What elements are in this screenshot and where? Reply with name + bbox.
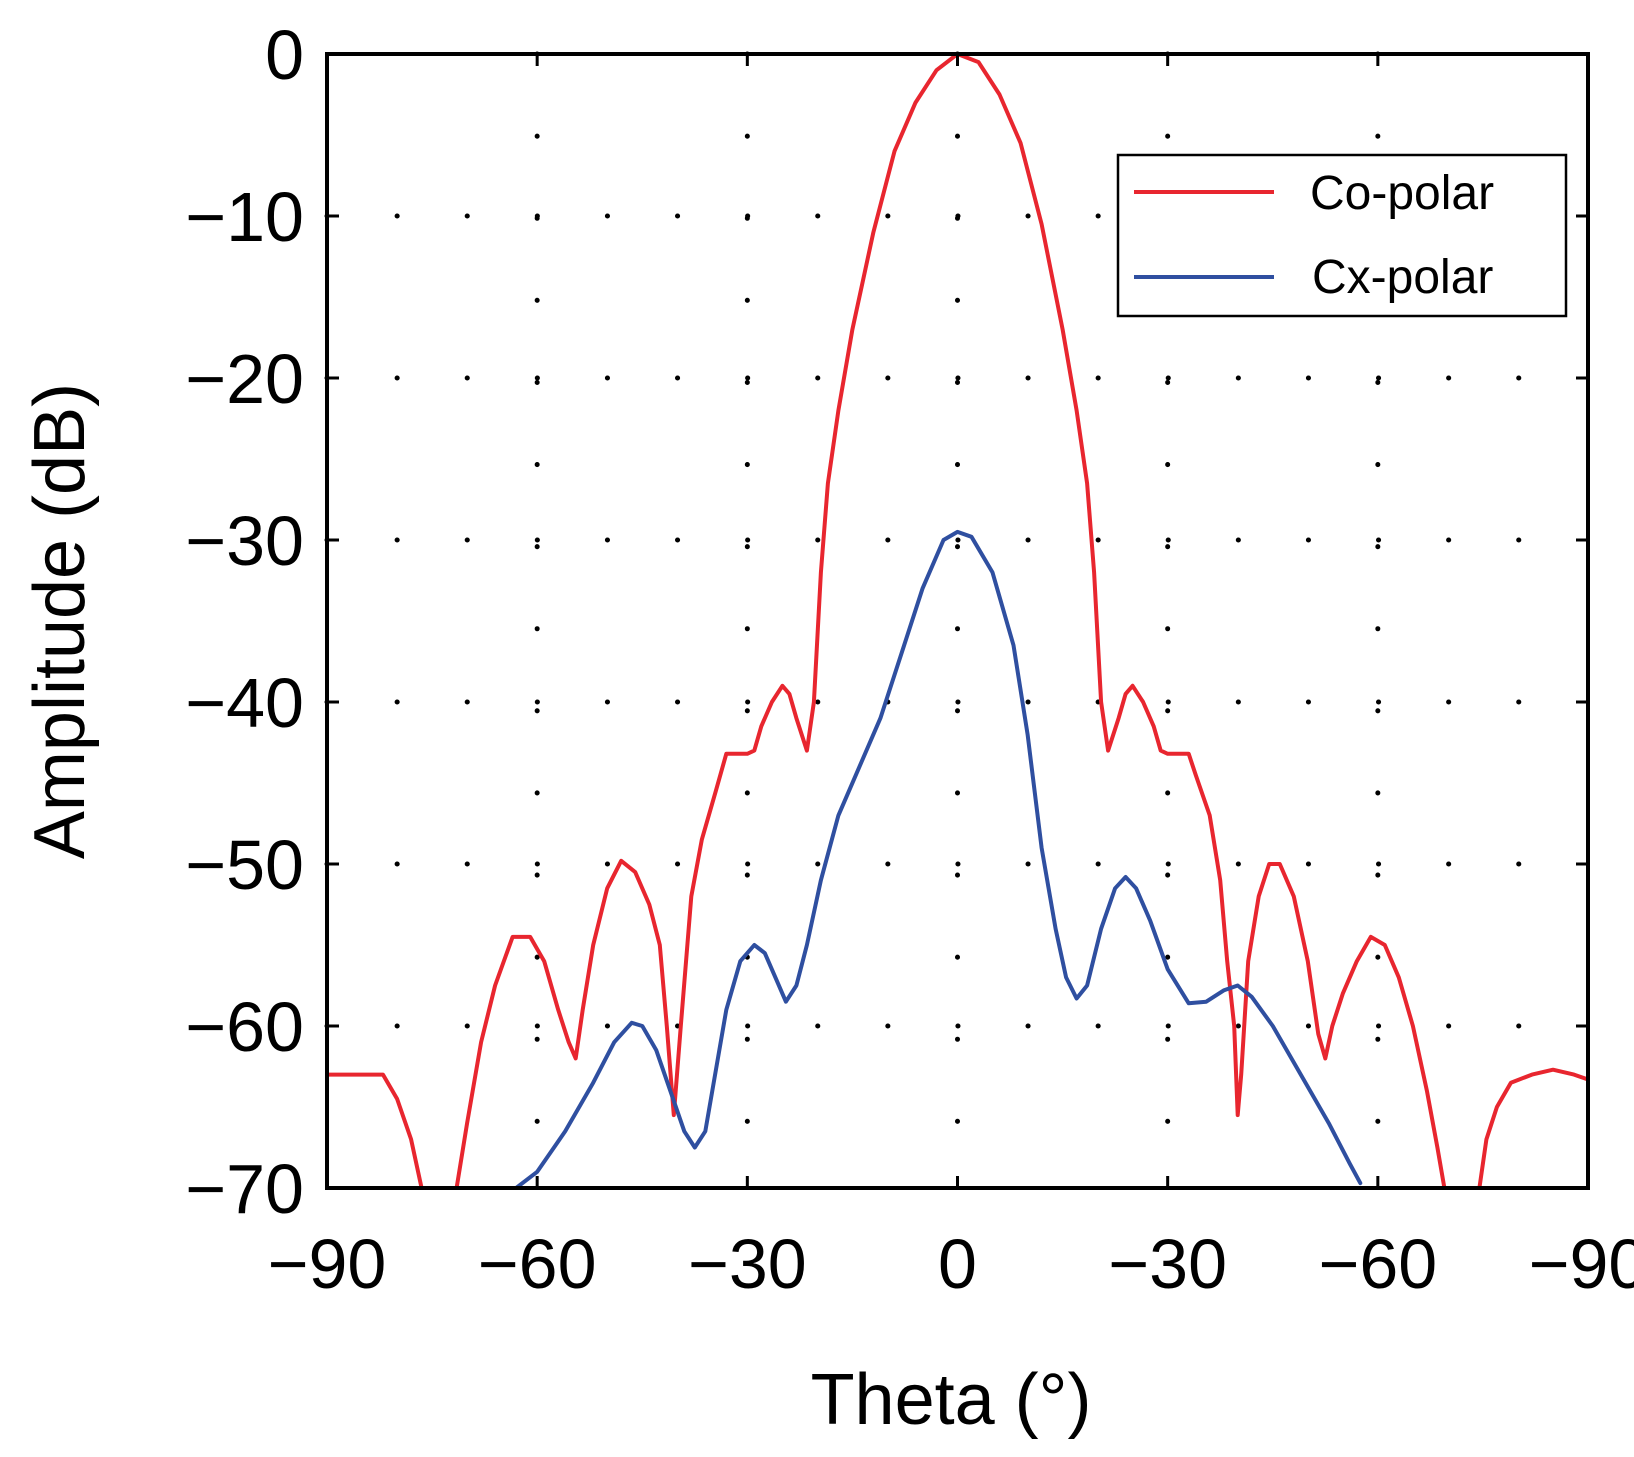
y-tick-label: −10	[185, 178, 304, 256]
y-tick-label: −40	[185, 664, 304, 742]
series-lines	[327, 54, 1588, 1188]
legend-label-co-polar: Co-polar	[1310, 167, 1494, 220]
y-tick-label: −30	[185, 502, 304, 580]
y-tick-label: −70	[185, 1150, 304, 1228]
legend-box	[1116, 153, 1568, 318]
legend: Co-polar Cx-polar	[1116, 153, 1568, 318]
axis-ticks	[325, 52, 1590, 1190]
series-line-co-polar	[327, 54, 1588, 1188]
x-tick-label: −30	[688, 1225, 807, 1303]
plot-area	[327, 54, 1588, 1188]
y-axis-label: Amplitude (dB)	[20, 383, 100, 859]
legend-label-cx-polar: Cx-polar	[1312, 251, 1493, 304]
x-tick-label: 0	[938, 1225, 977, 1303]
x-tick-label: −60	[1318, 1225, 1437, 1303]
y-tick-label: −20	[185, 340, 304, 418]
x-axis-label: Theta (°)	[811, 1360, 1092, 1440]
x-tick-label: −30	[1108, 1225, 1227, 1303]
x-tick-label: −90	[1529, 1225, 1634, 1303]
x-tick-labels: −90 −60 −30 0 −30 −60 −90	[268, 1225, 1634, 1303]
y-tick-labels: 0 −10 −20 −30 −40 −50 −60 −70	[185, 16, 304, 1228]
x-tick-label: −60	[478, 1225, 597, 1303]
y-tick-label: −50	[185, 826, 304, 904]
y-tick-label: −60	[185, 988, 304, 1066]
x-tick-label: −90	[268, 1225, 387, 1303]
series-line-cx-polar	[514, 529, 1363, 1188]
y-tick-label: 0	[265, 16, 304, 94]
